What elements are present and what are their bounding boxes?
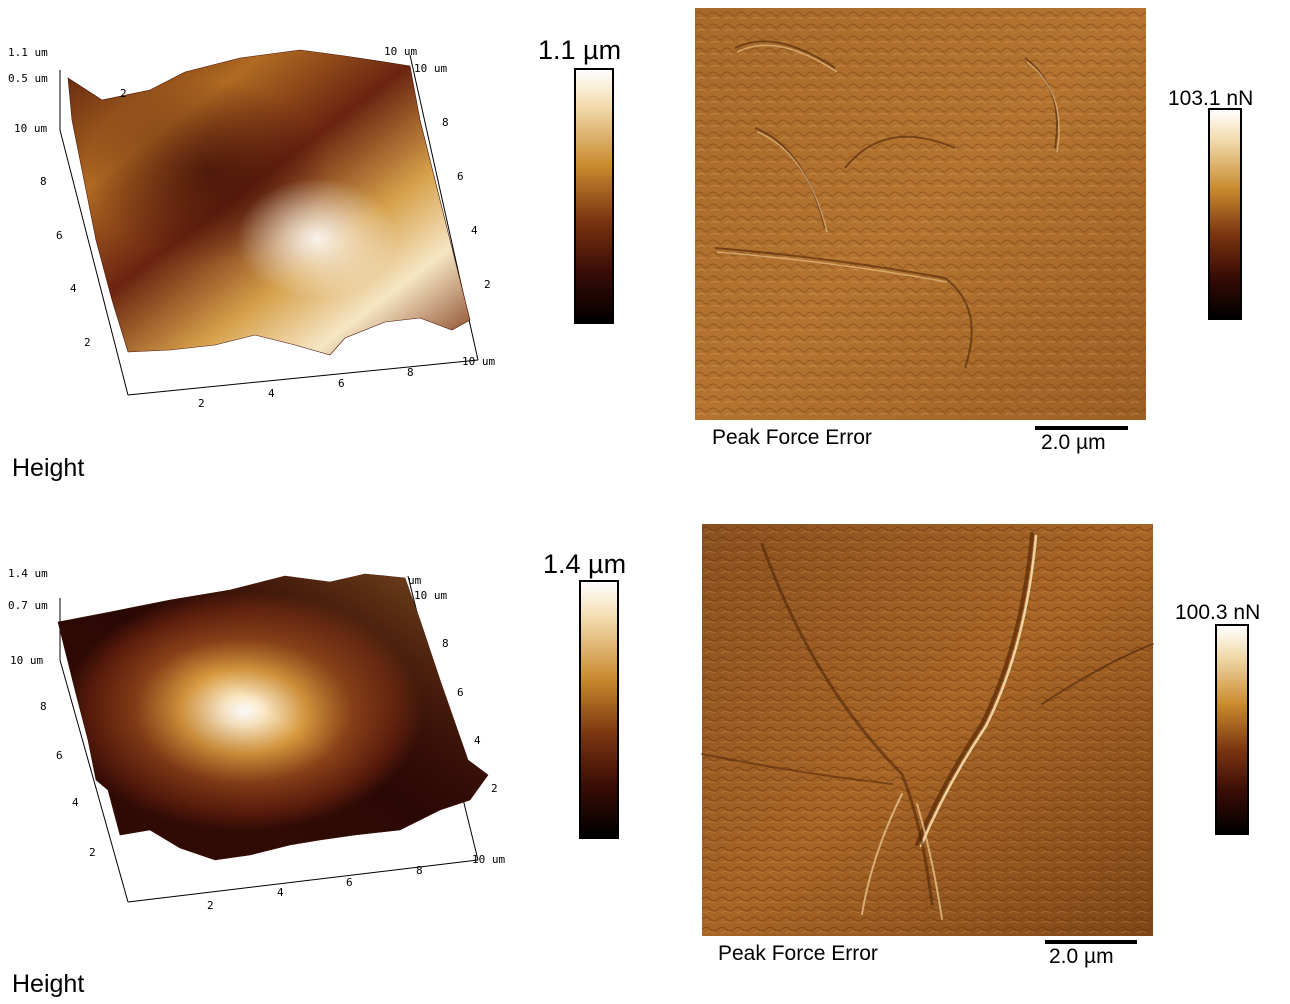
back-tick: 6 [457, 170, 464, 183]
back-tick: 6 [457, 686, 464, 699]
channel-label: Peak Force Error [718, 942, 878, 965]
z-tick-mid: 0.5 um [8, 72, 48, 85]
back-tick: 4 [471, 224, 478, 237]
back-tick: 2 [484, 278, 491, 291]
y-tick: 8 [40, 700, 47, 713]
z-tick-max: 1.4 um [8, 567, 48, 580]
peak-force-error-map-bottom [701, 524, 1154, 936]
back-tick: 10 um [414, 62, 448, 75]
back-tick: 10 um [384, 45, 418, 58]
scale-bar-label: 2.0 µm [1049, 945, 1114, 968]
back-tick: 8 [442, 116, 449, 129]
x-tick: 10 um [472, 853, 506, 866]
back-tick: um [408, 574, 422, 587]
force-colorbar [1208, 108, 1242, 320]
x-tick: 2 [207, 899, 214, 912]
height-label: Height [12, 970, 85, 998]
height-colorbar [574, 68, 614, 324]
x-tick: 2 [198, 397, 205, 410]
y-tick: 2 [84, 336, 91, 349]
y-tick: 6 [56, 229, 63, 242]
y-tick: 8 [40, 175, 47, 188]
inner-tick: 2 [120, 87, 127, 100]
x-tick: 4 [268, 387, 275, 400]
x-tick: 8 [407, 366, 414, 379]
scale-bar-label: 2.0 µm [1041, 431, 1106, 454]
x-tick: 10 um [462, 355, 496, 368]
y-tick: 6 [56, 749, 63, 762]
y-tick: 10 um [10, 654, 44, 667]
back-tick: 4 [474, 734, 481, 747]
height-label: Height [12, 454, 85, 482]
x-tick: 8 [416, 864, 423, 877]
height-colorbar-max-label: 1.4 µm [543, 549, 627, 579]
scale-bar [1035, 426, 1128, 430]
force-colorbar-max-label: 100.3 nN [1175, 601, 1261, 624]
y-tick: 4 [72, 796, 79, 809]
channel-label: Peak Force Error [712, 426, 872, 449]
y-tick: 4 [70, 282, 77, 295]
back-tick: 2 [491, 782, 498, 795]
back-tick: 8 [442, 637, 449, 650]
x-tick: 4 [277, 886, 284, 899]
back-tick: 10 um [414, 589, 448, 602]
x-tick: 6 [338, 377, 345, 390]
scale-bar [1045, 940, 1137, 944]
force-colorbar [1215, 624, 1249, 835]
z-tick-mid: 0.7 um [8, 599, 48, 612]
height-colorbar-max-label: 1.1 µm [538, 35, 622, 65]
x-tick: 6 [346, 876, 353, 889]
y-tick: 2 [89, 846, 96, 859]
force-colorbar-max-label: 103.1 nN [1168, 87, 1254, 110]
y-tick: 10 um [14, 122, 48, 135]
z-tick-max: 1.1 um [8, 46, 48, 59]
height-colorbar [579, 580, 619, 839]
peak-force-error-map-top [695, 8, 1146, 420]
